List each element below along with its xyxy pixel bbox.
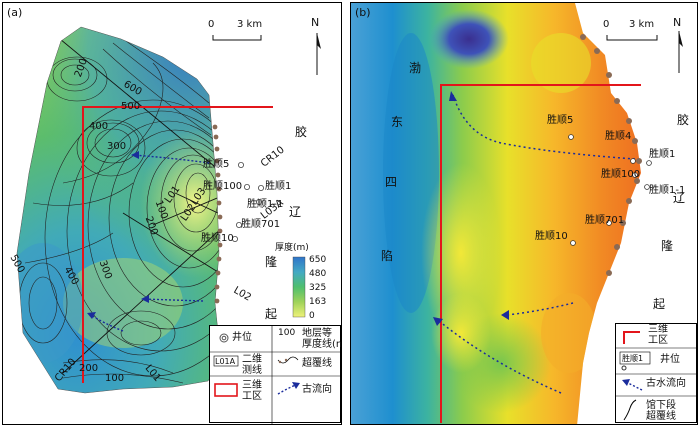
panel-a-thickness-map: (a) 0 3 km N 胶 辽 隆 起 胜顺5 胜顺100 胜顺1 胜顺1-1… [2, 2, 342, 425]
contour-label: 500 [121, 101, 141, 112]
region-char-3-b: 隆 [661, 239, 674, 253]
panel-b-map-canvas [351, 3, 683, 424]
thickness-field [17, 27, 221, 393]
region-char-2-b: 辽 [673, 191, 686, 205]
thickness-tick: 480 [309, 269, 327, 279]
well-label: 胜顺1 [265, 181, 292, 192]
well-label: 胜顺10 [535, 231, 568, 242]
legend-survey-label: 二维 测线 [242, 354, 262, 376]
scale-zero-b: 0 [603, 19, 610, 30]
panel-b-label: (b) [355, 6, 371, 19]
scale-zero-a: 0 [208, 19, 215, 30]
well-label: 胜顺1-1 [247, 199, 284, 210]
legend-well-label: 井位 [232, 332, 252, 343]
legend-well-label: 井位 [660, 354, 680, 365]
legend-work-area-label: 三维 工区 [242, 380, 262, 402]
well-label: 胜顺100 [601, 169, 641, 180]
region-char-1-b: 胶 [677, 113, 690, 127]
thickness-tick: 0 [309, 311, 315, 321]
work-area-boundary [82, 106, 273, 383]
work-area-boundary [440, 84, 641, 423]
depression-char: 陷 [381, 249, 394, 263]
contour-label: 300 [107, 141, 127, 152]
legend-b: 三维 工区 胜顺1 井位 古水流向 馆下段 超覆线 [615, 323, 697, 423]
legend-overlap-label: 超覆线 [302, 358, 332, 369]
contour-label: 200 [79, 363, 99, 374]
well-label: 胜顺5 [203, 159, 230, 170]
legend-work-area-label: 三维 工区 [648, 324, 668, 346]
region-char-4-a: 起 [265, 307, 278, 321]
north-label-b: N [673, 16, 682, 29]
panel-a-map-canvas [16, 26, 321, 394]
depression-char: 四 [385, 175, 398, 189]
region-char-4-b: 起 [653, 297, 666, 311]
legend-isopach-sample: 100 [278, 328, 296, 338]
overlap-line-markers [212, 124, 223, 304]
legend-survey-sample: L01A [215, 357, 236, 366]
well-markers [231, 161, 264, 242]
depression-char: 东 [391, 115, 404, 129]
thickness-tick: 163 [309, 297, 327, 307]
panel-a-label: (a) [7, 6, 23, 19]
thickness-legend-title: 厚度(m) [275, 243, 309, 253]
north-label-a: N [311, 16, 320, 29]
paleoflow-arrows [438, 94, 636, 394]
well-label: 胜顺1-1 [649, 185, 686, 196]
thickness-tick: 325 [309, 283, 327, 293]
overlap-line-markers [580, 34, 642, 276]
well-label: 胜顺701 [241, 219, 281, 230]
legend-overlap-label: 馆下段 超覆线 [646, 400, 676, 422]
well-label: 胜顺100 [203, 181, 243, 192]
scale-bar-b [606, 35, 658, 41]
well-label: 胜顺5 [547, 115, 574, 126]
contour-label: 100 [105, 373, 125, 384]
legend-a-symbols [210, 326, 341, 424]
legend-paleoflow-label: 古水流向 [646, 378, 686, 389]
attribute-field [351, 3, 641, 424]
isopach-contours [18, 38, 221, 384]
depression-char: 渤 [409, 61, 422, 75]
region-char-2-a: 辽 [289, 205, 302, 219]
scale-value-b: 3 km [629, 19, 655, 30]
scale-value-a: 3 km [237, 19, 263, 30]
region-char-3-a: 隆 [265, 255, 278, 269]
well-label: 胜顺1 [649, 149, 676, 160]
contour-label: 400 [89, 121, 109, 132]
well-label: 胜顺4 [605, 131, 632, 142]
panel-b-attribute-map: (b) 0 3 km N 渤 东 四 陷 胶 辽 隆 起 胜顺5 胜顺4 胜顺1… [350, 2, 698, 425]
legend-paleoflow-label: 古流向 [302, 384, 332, 395]
well-markers [568, 134, 652, 246]
legend-well-sample: 胜顺1 [622, 354, 644, 363]
north-arrow-a [316, 33, 321, 75]
legend-b-symbols [616, 331, 697, 421]
legend-isopach-label: 地层等 厚度线(m) [302, 328, 341, 350]
region-char-1-a: 胶 [295, 125, 308, 139]
legend-a: 井位 100 地层等 厚度线(m) L01A 二维 测线 超覆线 三维 工区 古… [209, 325, 341, 424]
thickness-tick: 650 [309, 255, 327, 265]
thickness-colorbar [292, 256, 306, 318]
north-arrow-b [678, 31, 683, 73]
scale-bar-a [212, 35, 262, 41]
well-label: 胜顺701 [585, 215, 625, 226]
well-label: 胜顺10 [201, 233, 234, 244]
